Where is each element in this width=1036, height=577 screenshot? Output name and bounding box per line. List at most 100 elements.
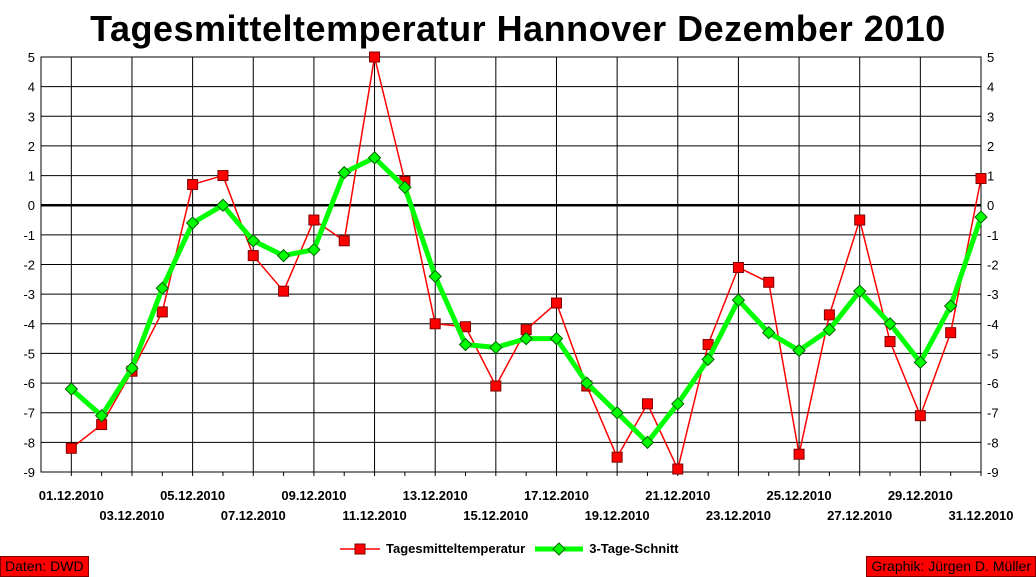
data-point-diamond bbox=[640, 435, 655, 450]
data-point-diamond bbox=[671, 397, 685, 411]
data-point-diamond bbox=[913, 355, 928, 370]
data-point-diamond bbox=[883, 317, 897, 331]
y-tick-label-right: 2 bbox=[987, 139, 994, 154]
y-tick-label-left: -2 bbox=[23, 258, 35, 273]
data-point-diamond bbox=[337, 165, 351, 180]
data-point-square bbox=[460, 321, 472, 333]
y-tick-label-right: -4 bbox=[987, 317, 999, 332]
x-tick-label: 07.12.2010 bbox=[221, 508, 286, 523]
y-tick-label-left: 1 bbox=[28, 169, 35, 184]
data-point-diamond bbox=[701, 352, 715, 367]
data-point-square bbox=[490, 380, 502, 392]
y-tick-label-left: -1 bbox=[23, 228, 35, 243]
data-point-square bbox=[763, 276, 775, 288]
data-point-diamond bbox=[307, 242, 321, 257]
grid bbox=[40, 56, 982, 476]
data-point-diamond bbox=[580, 376, 594, 390]
data-point-diamond bbox=[792, 343, 806, 358]
x-tick-label: 27.12.2010 bbox=[827, 508, 892, 523]
x-tick-label: 17.12.2010 bbox=[524, 488, 589, 503]
legend-item-temperature: Tagesmitteltemperatur bbox=[340, 541, 525, 556]
data-point-diamond bbox=[489, 340, 503, 355]
data-point-square bbox=[793, 448, 805, 460]
data-point-diamond bbox=[974, 210, 988, 224]
data-point-diamond bbox=[943, 299, 958, 313]
data-point-square bbox=[945, 327, 957, 339]
y-tick-label-right: -5 bbox=[987, 346, 999, 361]
y-tick-label-left: -4 bbox=[23, 317, 35, 332]
x-tick-label: 15.12.2010 bbox=[463, 508, 528, 523]
legend-marker-diamond bbox=[535, 541, 584, 556]
data-point-diamond bbox=[276, 248, 291, 263]
data-point-square bbox=[914, 410, 926, 422]
data-point-square bbox=[732, 261, 744, 273]
legend-label-temperature: Tagesmitteltemperatur bbox=[386, 541, 526, 556]
y-tick-label-left: -5 bbox=[23, 346, 35, 361]
data-point-diamond bbox=[610, 406, 624, 420]
y-tick-label-right: -3 bbox=[987, 287, 999, 302]
y-axis-left-ticks: 5 4 3 2 1 0 -1 -2 -3 -4 -5 -6 -7 -8 -9 bbox=[23, 50, 35, 480]
y-tick-label-right: 3 bbox=[987, 109, 994, 124]
legend-marker-square bbox=[340, 543, 380, 554]
data-point-square bbox=[156, 306, 168, 318]
data-point-diamond bbox=[458, 337, 473, 352]
x-tick-label: 11.12.2010 bbox=[342, 508, 406, 523]
x-tick-label: 03.12.2010 bbox=[99, 508, 164, 523]
legend: Tagesmitteltemperatur 3-Tage-Schnitt bbox=[340, 541, 679, 556]
y-tick-label-right: -2 bbox=[987, 258, 999, 273]
data-point-square bbox=[187, 178, 199, 190]
data-point-diamond bbox=[731, 293, 746, 307]
data-point-diamond bbox=[428, 269, 442, 284]
data-point-square bbox=[278, 285, 290, 297]
y-tick-label-right: -8 bbox=[987, 435, 999, 450]
x-tick-label: 09.12.2010 bbox=[281, 488, 346, 503]
data-point-square bbox=[369, 51, 381, 63]
credit-graphic-author: Graphik: Jürgen D. Müller bbox=[866, 556, 1036, 577]
data-point-diamond bbox=[519, 331, 533, 346]
series-average bbox=[64, 151, 988, 450]
data-point-diamond bbox=[125, 361, 139, 375]
y-tick-label-left: 0 bbox=[28, 198, 35, 213]
data-point-square bbox=[338, 235, 350, 247]
y-tick-label-right: 0 bbox=[987, 198, 994, 213]
x-tick-label: 21.12.2010 bbox=[645, 488, 710, 503]
y-tick-label-right: -7 bbox=[987, 406, 999, 421]
y-axis-right-ticks: 5 4 3 2 1 0 -1 -2 -3 -4 -5 -6 -7 -8 -9 bbox=[987, 50, 999, 480]
x-tick-label: 31.12.2010 bbox=[948, 508, 1013, 523]
y-tick-label-right: 4 bbox=[987, 80, 994, 95]
data-point-diamond bbox=[853, 284, 867, 298]
series-layer bbox=[64, 51, 988, 475]
data-point-diamond bbox=[398, 180, 412, 195]
data-point-diamond bbox=[549, 331, 564, 346]
data-point-diamond bbox=[822, 323, 837, 337]
data-point-diamond bbox=[367, 151, 382, 165]
data-point-diamond bbox=[216, 198, 230, 212]
data-point-diamond bbox=[64, 382, 79, 396]
x-tick-label: 01.12.2010 bbox=[39, 488, 104, 503]
y-tick-label-left: 3 bbox=[28, 109, 35, 124]
data-point-square bbox=[854, 214, 866, 226]
data-point-square bbox=[65, 442, 77, 454]
data-point-square bbox=[217, 170, 229, 182]
data-point-diamond bbox=[246, 234, 260, 248]
y-tick-label-left: 4 bbox=[28, 80, 35, 95]
x-tick-label: 23.12.2010 bbox=[706, 508, 771, 523]
data-point-square bbox=[611, 451, 623, 463]
x-tick-label: 19.12.2010 bbox=[585, 508, 650, 523]
y-tick-label-left: 5 bbox=[28, 50, 35, 65]
data-point-square bbox=[975, 173, 987, 185]
x-tick-label: 13.12.2010 bbox=[403, 488, 468, 503]
y-tick-label-left: -7 bbox=[23, 406, 35, 421]
y-tick-label-right: 5 bbox=[987, 50, 994, 65]
legend-item-average: 3-Tage-Schnitt bbox=[535, 541, 679, 556]
y-tick-label-left: -9 bbox=[23, 465, 35, 480]
legend-label-average: 3-Tage-Schnitt bbox=[589, 541, 679, 556]
y-tick-label-right: 1 bbox=[987, 169, 994, 184]
data-point-square bbox=[308, 214, 320, 226]
y-tick-label-right: -1 bbox=[987, 228, 999, 243]
y-tick-label-right: -9 bbox=[987, 465, 999, 480]
data-point-square bbox=[641, 398, 653, 410]
chart-title: Tagesmitteltemperatur Hannover Dezember … bbox=[90, 8, 946, 49]
credit-data-source: Daten: DWD bbox=[0, 556, 89, 577]
